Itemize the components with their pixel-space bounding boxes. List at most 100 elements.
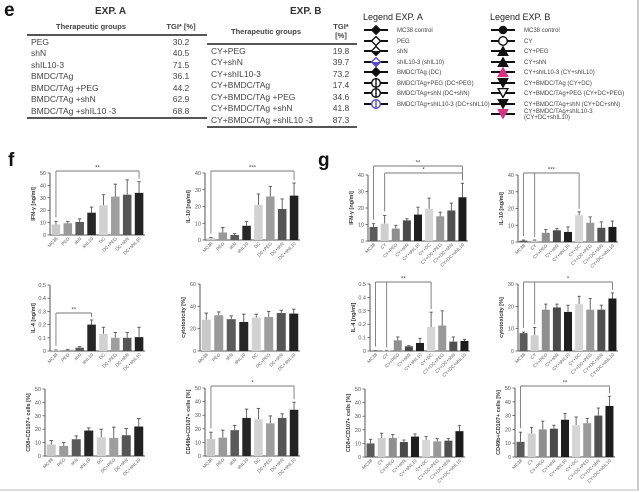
- y-tick-label: 30: [508, 190, 514, 196]
- bar: [75, 221, 84, 235]
- bar: [377, 437, 386, 457]
- y-tick-label: 20: [195, 427, 201, 433]
- bar-chart-g3: 00.10.20.30.40.5IL-4 [ng/ml]MC38 CYCY+PEG…: [351, 277, 470, 378]
- table-row: BMDC/TAg 36.1: [27, 71, 207, 83]
- bar: [380, 223, 389, 241]
- bar: [109, 437, 119, 456]
- y-tick-label: 0: [193, 349, 196, 355]
- bar: [71, 439, 81, 456]
- y-axis-label: IL-4 [ng/ml]: [31, 303, 37, 333]
- legend-label: BMDC/TAg+PEG (DC+PEG): [397, 80, 474, 87]
- bar: [561, 419, 569, 457]
- x-tick-label: DC: [98, 352, 107, 361]
- significance-label: *: [567, 277, 570, 283]
- y-tick-label: 30: [195, 413, 201, 419]
- y-tick-label: 10: [355, 441, 361, 447]
- table-b-title: EXP. B: [290, 6, 322, 17]
- legend-item: MC38 control: [490, 25, 640, 37]
- bar: [254, 419, 263, 456]
- y-tick-label: 40: [190, 304, 196, 310]
- legend-label: CY+PEG: [524, 49, 549, 56]
- bar: [242, 417, 251, 456]
- bar: [516, 441, 525, 457]
- tgi-cell: 17.4: [332, 80, 350, 91]
- y-tick-label: 30: [508, 282, 514, 288]
- y-tick-label: 0: [511, 349, 514, 355]
- column-header: TGI* [%]: [325, 20, 357, 45]
- triangle-down-open-marker-icon: [490, 88, 524, 100]
- y-tick-label: 0: [361, 239, 364, 245]
- bar: [84, 430, 94, 456]
- x-tick-label: shIL10: [236, 241, 249, 254]
- y-axis-label: IL-10 [ng/ml]: [499, 192, 505, 225]
- y-tick-label: 0.4: [38, 296, 46, 302]
- bar: [277, 417, 287, 456]
- legend-item: shN: [363, 45, 490, 58]
- bar: [519, 333, 528, 351]
- table-row: CY+BMDC/TAg 17.4: [207, 80, 357, 92]
- legend-label: MC38 control: [524, 28, 560, 35]
- y-tick-label: 0: [43, 233, 46, 239]
- bar: [218, 232, 228, 240]
- x-tick-label: PEG: [215, 241, 226, 252]
- bar: [597, 309, 606, 351]
- bar: [134, 426, 144, 456]
- bar: [447, 210, 456, 241]
- bar: [530, 240, 539, 242]
- bar: [122, 194, 132, 235]
- filled-circle-marker-icon: [490, 25, 524, 37]
- group-cell: CY+BMDC/TAg +shN: [211, 103, 293, 114]
- x-tick-label: shIL10: [81, 236, 94, 249]
- bar: [87, 324, 96, 351]
- bar: [399, 442, 408, 457]
- bar: [134, 337, 144, 351]
- bar: [608, 226, 617, 242]
- y-tick-label: 20: [40, 208, 46, 214]
- x-tick-label: DC: [253, 241, 262, 250]
- bar: [391, 228, 400, 241]
- table-row: CY+shN 39.7: [207, 57, 357, 69]
- significance-label: *: [422, 168, 425, 174]
- legend-label: BMDC/TAg+shIL10-3 (DC+shIL10): [397, 101, 490, 108]
- legend-item: MC38 control: [363, 25, 490, 37]
- y-tick-label: 20: [195, 205, 201, 211]
- x-tick-label: MC38: [361, 458, 373, 470]
- legend-item: CY+BMDC/TAg+shN (CY+DC+shN): [490, 98, 640, 111]
- bar: [425, 208, 434, 241]
- group-cell: CY+BMDC/TAg: [211, 80, 271, 91]
- x-tick-label: PEG: [211, 352, 222, 363]
- bar: [564, 231, 572, 242]
- y-axis-label: CD49b+CD107+ cells [%]: [186, 389, 192, 454]
- y-tick-label: 20: [505, 427, 511, 433]
- y-tick-label: 50: [35, 387, 41, 393]
- bar: [519, 240, 528, 242]
- bar: [122, 337, 132, 351]
- y-axis-label: cytotoxicity [%]: [499, 297, 505, 338]
- legend-label: shN: [397, 49, 408, 56]
- x-tick-label: CY: [381, 352, 389, 360]
- legend-item: CY: [490, 35, 640, 48]
- bar: [134, 192, 144, 235]
- x-tick-label: DC: [98, 236, 107, 245]
- bar: [99, 205, 108, 235]
- y-tick-label: 40: [505, 400, 511, 406]
- significance-label: **: [95, 166, 100, 172]
- y-tick-label: 0: [198, 454, 201, 460]
- table-a-title: EXP. A: [95, 6, 127, 17]
- legend-item: BMDC/TAg (DC): [363, 67, 490, 79]
- y-tick-label: 0.1: [358, 336, 366, 342]
- bar: [597, 227, 606, 242]
- triangle-down-marker-icon: [490, 77, 524, 90]
- y-tick-label: 0.3: [38, 309, 46, 315]
- x-tick-label: MC38: [364, 242, 376, 254]
- bar: [277, 209, 287, 240]
- y-tick-label: 10: [40, 221, 46, 227]
- y-tick-label: 0.5: [358, 282, 366, 288]
- bar: [51, 350, 61, 351]
- bar: [438, 325, 447, 351]
- triangle-up-marker-icon: [490, 56, 524, 69]
